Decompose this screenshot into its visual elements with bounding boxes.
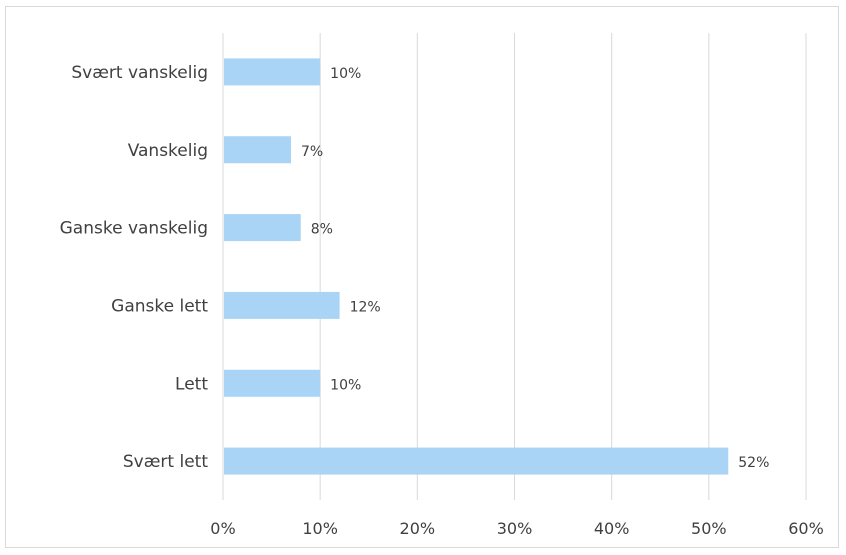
gridlines: [222, 33, 807, 500]
x-axis-tick-labels: 0% 10% 20% 30% 40% 50% 60%: [210, 519, 823, 538]
category-labels: Svært vanskelig Vanskelig Ganske vanskelig…: [60, 63, 209, 472]
x-tick-label: 60%: [788, 519, 824, 538]
category-label: Svært vanskelig: [71, 63, 208, 83]
bar: [224, 369, 321, 397]
chart-frame: Svært vanskelig Vanskelig Ganske vanskelig…: [5, 6, 839, 548]
bars: [224, 58, 729, 475]
bar: [224, 214, 301, 242]
x-tick-label: 40%: [594, 519, 630, 538]
bar: [224, 136, 292, 164]
data-label: 52%: [738, 455, 769, 471]
x-tick-label: 10%: [302, 519, 338, 538]
x-tick-label: 0%: [210, 519, 235, 538]
x-tick-label: 30%: [497, 519, 533, 538]
category-label: Vanskelig: [128, 141, 208, 161]
category-label: Svært lett: [123, 452, 208, 472]
data-label: 10%: [330, 377, 361, 393]
data-label: 7%: [301, 144, 323, 160]
x-tick-label: 20%: [400, 519, 436, 538]
bar: [224, 291, 340, 319]
data-label: 10%: [330, 66, 361, 82]
bar: [224, 58, 321, 86]
category-label: Ganske vanskelig: [60, 219, 208, 239]
category-label: Ganske lett: [111, 296, 208, 316]
x-tick-label: 50%: [691, 519, 727, 538]
bar: [224, 447, 729, 475]
bar-chart: Svært vanskelig Vanskelig Ganske vanskelig…: [60, 33, 824, 538]
data-label: 12%: [350, 299, 381, 315]
data-label: 8%: [311, 222, 333, 238]
category-label: Lett: [175, 374, 208, 394]
data-labels: 10% 7% 8% 12% 10% 52%: [301, 66, 769, 471]
